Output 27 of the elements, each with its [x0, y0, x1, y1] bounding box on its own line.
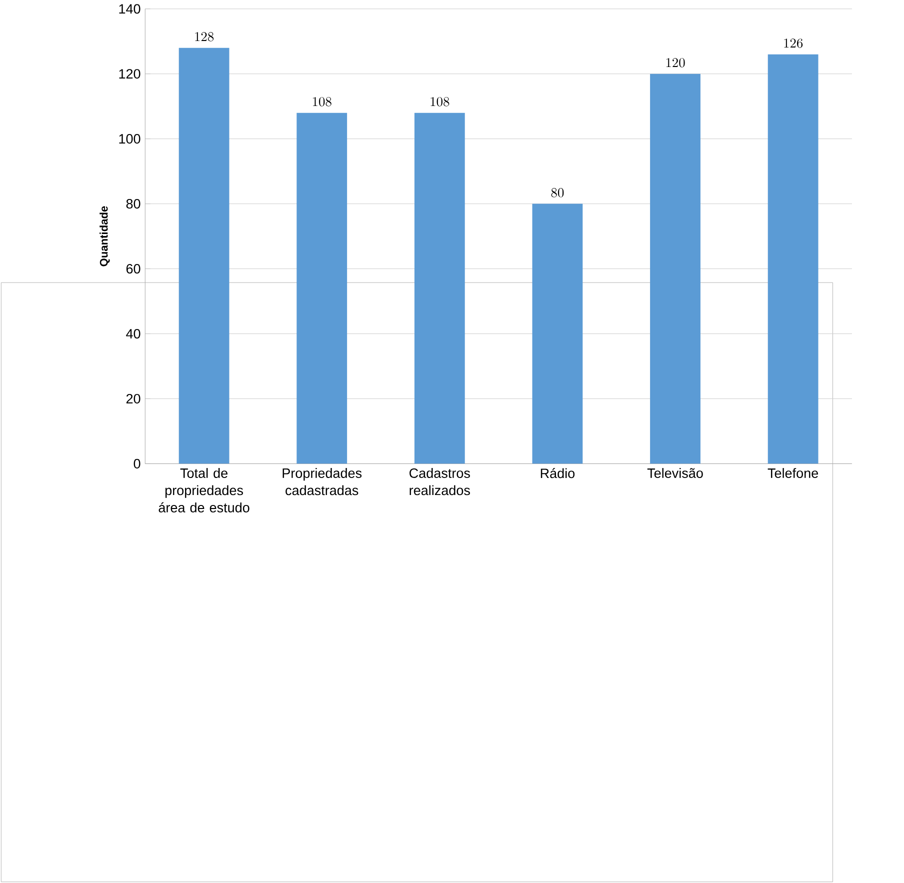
bar — [650, 74, 700, 464]
bar — [768, 54, 818, 464]
y-axis-title: Quantidade — [100, 206, 110, 266]
data-label: 80 — [551, 188, 564, 198]
y-tick-label: 20 — [126, 394, 140, 404]
y-tick-label: 100 — [119, 134, 140, 144]
bar — [296, 112, 348, 464]
data-label: 108 — [430, 97, 450, 106]
y-tick-label: 0 — [134, 458, 140, 468]
x-tick-label: Televisão — [647, 468, 703, 478]
x-tick-label: Rádio — [540, 468, 575, 478]
y-tick-label: 80 — [126, 199, 140, 209]
x-tick-label: Total de propriedades área de estudo — [158, 468, 250, 512]
x-tick-label: Propriedades cadastradas — [282, 468, 362, 496]
y-tick-label: 60 — [126, 264, 140, 274]
data-label: 128 — [195, 32, 214, 42]
y-tick-label: 40 — [126, 328, 140, 339]
y-tick-label: 120 — [119, 69, 140, 79]
x-tick-label: Telefone — [768, 468, 818, 478]
bar — [414, 112, 465, 464]
data-label: 120 — [666, 58, 685, 68]
data-label: 108 — [312, 97, 332, 106]
bar — [178, 48, 230, 464]
data-label: 126 — [784, 38, 803, 48]
bar — [532, 204, 583, 464]
y-tick-label: 140 — [119, 4, 140, 14]
x-tick-label: Cadastros realizados — [410, 468, 470, 496]
